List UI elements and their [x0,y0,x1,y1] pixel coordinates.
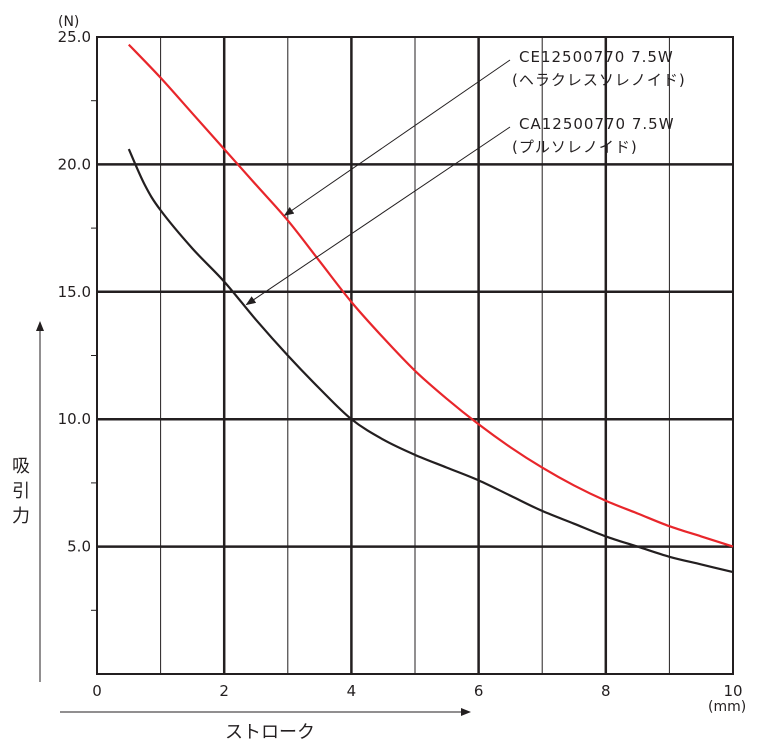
y-axis-unit: (N) [58,14,79,30]
x-tick-label: 10 [723,682,742,700]
y-tick-label: 15.0 [58,283,91,301]
y-tick-label: 20.0 [58,155,91,173]
x-tick-label: 2 [219,682,229,700]
annotation-arrow-2 [245,126,511,306]
x-tick-labels: 0 2 4 6 8 10 [92,682,742,700]
major-gridlines [97,37,733,674]
annotation-type-2: (プルソレノイド) [512,138,638,156]
annotations-group: CE12500770 7.5W (ヘラクレスソレノイド) CA12500770 7.… [245,48,686,306]
annotation-type-1: (ヘラクレスソレノイド) [512,71,686,89]
annotation-model-2: CA12500770 7.5W [519,115,675,133]
x-axis-unit: (mm) [708,699,746,715]
plot-frame [96,36,734,675]
y-axis-label: 吸引力 [12,456,30,527]
x-tick-label: 8 [601,682,611,700]
x-axis-label: ストローク [225,722,315,742]
series-group [127,43,734,574]
y-tick-label: 10.0 [58,410,91,428]
minor-gridlines [91,37,670,674]
series-line-2 [127,148,734,574]
y-tick-labels: 5.0 10.0 15.0 20.0 25.0 [58,28,91,556]
y-tick-label: 25.0 [58,28,91,46]
annotation-arrow-1 [283,59,511,216]
annotation-model-1: CE12500770 7.5W [519,48,674,66]
series-line-1 [128,43,734,548]
x-tick-label: 0 [92,682,102,700]
x-tick-label: 6 [474,682,484,700]
y-tick-label: 5.0 [67,538,91,556]
x-tick-label: 4 [347,682,357,700]
